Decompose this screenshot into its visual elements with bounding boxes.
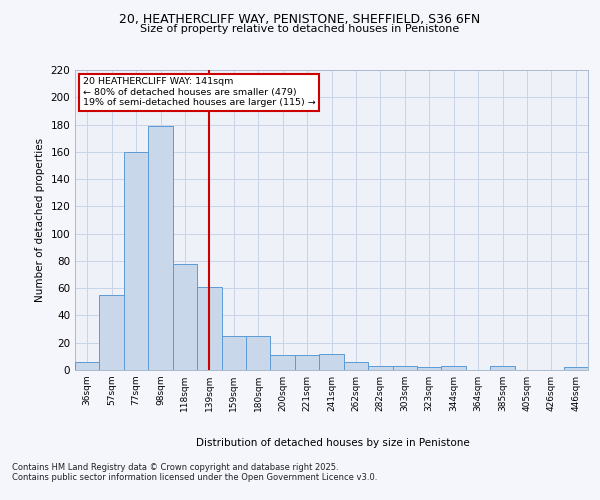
- Bar: [246, 336, 271, 370]
- Bar: [368, 366, 392, 370]
- Text: Contains public sector information licensed under the Open Government Licence v3: Contains public sector information licen…: [12, 474, 377, 482]
- Bar: [100, 295, 124, 370]
- Text: Size of property relative to detached houses in Penistone: Size of property relative to detached ho…: [140, 24, 460, 34]
- Bar: [563, 368, 588, 370]
- Bar: [221, 336, 246, 370]
- Y-axis label: Number of detached properties: Number of detached properties: [35, 138, 45, 302]
- Bar: [148, 126, 173, 370]
- Text: Distribution of detached houses by size in Penistone: Distribution of detached houses by size …: [196, 438, 470, 448]
- Bar: [197, 287, 221, 370]
- Bar: [75, 362, 100, 370]
- Bar: [490, 366, 515, 370]
- Bar: [344, 362, 368, 370]
- Bar: [417, 368, 442, 370]
- Bar: [442, 366, 466, 370]
- Bar: [319, 354, 344, 370]
- Bar: [392, 366, 417, 370]
- Bar: [271, 355, 295, 370]
- Text: Contains HM Land Registry data © Crown copyright and database right 2025.: Contains HM Land Registry data © Crown c…: [12, 464, 338, 472]
- Bar: [173, 264, 197, 370]
- Bar: [124, 152, 148, 370]
- Text: 20 HEATHERCLIFF WAY: 141sqm
← 80% of detached houses are smaller (479)
19% of se: 20 HEATHERCLIFF WAY: 141sqm ← 80% of det…: [83, 78, 316, 108]
- Text: 20, HEATHERCLIFF WAY, PENISTONE, SHEFFIELD, S36 6FN: 20, HEATHERCLIFF WAY, PENISTONE, SHEFFIE…: [119, 12, 481, 26]
- Bar: [295, 355, 319, 370]
